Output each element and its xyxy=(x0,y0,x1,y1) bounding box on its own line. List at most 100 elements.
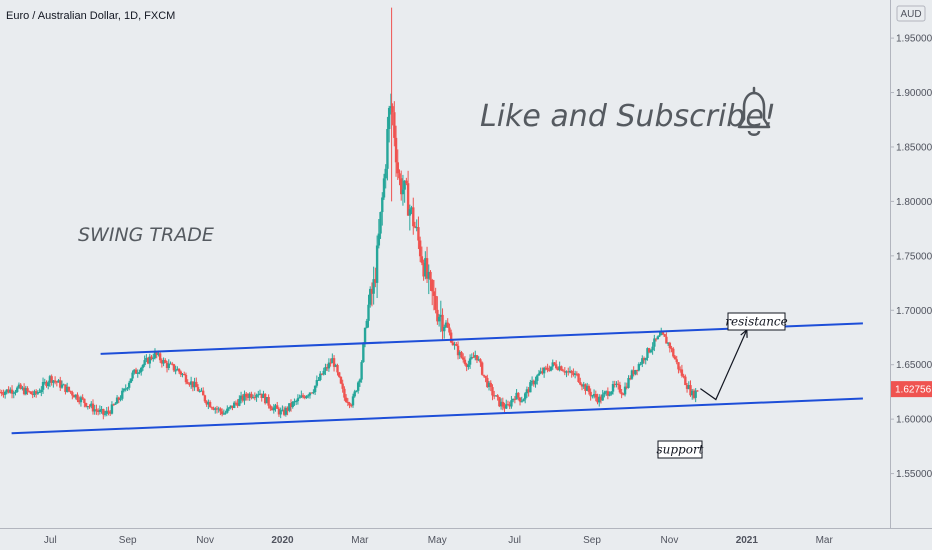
candle-body xyxy=(443,326,446,332)
candle-body xyxy=(324,367,327,371)
candle-body xyxy=(124,388,127,390)
candle-body xyxy=(518,397,522,402)
candle-body xyxy=(448,327,451,333)
candle-body xyxy=(425,258,429,279)
candle-body xyxy=(556,368,560,371)
candle-body xyxy=(129,378,133,383)
candle-body xyxy=(319,373,322,380)
candle-body xyxy=(298,397,301,399)
candle-body xyxy=(444,322,448,327)
candle-body xyxy=(663,334,666,337)
candle-body xyxy=(375,245,379,283)
candle-body xyxy=(55,381,59,383)
candle-body xyxy=(126,387,129,389)
candle-body xyxy=(548,369,551,371)
candle-body xyxy=(205,401,208,405)
candle-body xyxy=(177,368,181,372)
candle-body xyxy=(322,370,325,375)
candle-body xyxy=(208,402,212,408)
candle-body xyxy=(462,357,465,360)
candle-body xyxy=(460,352,463,358)
candle-body xyxy=(219,408,222,412)
candle-body xyxy=(498,396,501,407)
support-box xyxy=(657,440,703,459)
x-tick-label: Sep xyxy=(583,535,601,546)
candle-body xyxy=(207,402,210,405)
candle-body xyxy=(625,386,628,388)
candle-body xyxy=(71,392,74,396)
candle-body xyxy=(157,353,160,355)
candle-body xyxy=(7,389,10,393)
candle-body xyxy=(567,371,570,373)
candle-body xyxy=(608,394,611,396)
candle-body xyxy=(568,370,572,373)
candle-body xyxy=(560,366,563,371)
candle-body xyxy=(573,373,577,375)
candle-body xyxy=(224,412,227,414)
candle-body xyxy=(591,395,594,397)
candle-body xyxy=(150,356,153,359)
candle-body xyxy=(613,383,616,385)
candle-body xyxy=(355,390,358,392)
x-tick-label: Jul xyxy=(508,535,521,546)
candle-body xyxy=(72,395,76,398)
candle-body xyxy=(484,375,487,378)
candle-body xyxy=(300,395,303,398)
candle-body xyxy=(415,227,418,229)
candle-body xyxy=(341,383,344,389)
candle-body xyxy=(694,390,697,398)
candle-body xyxy=(391,106,394,113)
candle-body xyxy=(110,404,114,414)
candle-body xyxy=(515,392,518,400)
candle-body xyxy=(396,162,399,174)
candle-body xyxy=(112,404,115,406)
candle-body xyxy=(384,168,387,179)
candle-body xyxy=(427,271,430,279)
candle-body xyxy=(675,359,678,363)
candle-body xyxy=(489,382,492,388)
candle-body xyxy=(508,404,511,407)
support-label: support xyxy=(656,443,703,457)
candle-body xyxy=(138,372,141,374)
candle-body xyxy=(277,408,281,415)
candle-body xyxy=(480,362,484,375)
candle-body xyxy=(276,405,279,409)
candle-body xyxy=(179,371,183,375)
x-tick-label: 2020 xyxy=(271,535,294,546)
candle-body xyxy=(358,379,362,383)
candle-body xyxy=(537,373,541,376)
candle-body xyxy=(522,399,525,402)
candle-body xyxy=(220,411,224,415)
candle-body xyxy=(582,384,585,387)
candle-body xyxy=(284,407,288,415)
candle-body xyxy=(288,403,291,411)
candle-body xyxy=(279,410,282,415)
candle-body xyxy=(437,316,441,322)
candle-body xyxy=(286,407,289,411)
candle-body xyxy=(127,382,131,388)
candle-body xyxy=(143,360,146,366)
candle-body xyxy=(503,406,506,409)
candle-body xyxy=(539,371,542,374)
candle-body xyxy=(248,393,251,398)
candle-body xyxy=(334,365,337,367)
candle-body xyxy=(36,392,40,394)
candle-body xyxy=(544,367,548,369)
candle-body xyxy=(332,358,336,367)
candle-body xyxy=(260,393,263,399)
candle-body xyxy=(29,391,33,394)
candle-body xyxy=(393,112,396,138)
price-scale xyxy=(890,0,932,550)
candle-body xyxy=(441,314,444,332)
candle-body xyxy=(231,405,234,408)
candle-body xyxy=(246,396,250,398)
candle-body xyxy=(115,397,119,404)
candle-body xyxy=(98,409,102,412)
candle-body xyxy=(620,392,623,395)
candle-body xyxy=(470,357,474,359)
candle-body xyxy=(374,279,377,283)
candle-body xyxy=(64,384,67,392)
candle-body xyxy=(463,359,467,365)
candle-body xyxy=(93,409,96,412)
